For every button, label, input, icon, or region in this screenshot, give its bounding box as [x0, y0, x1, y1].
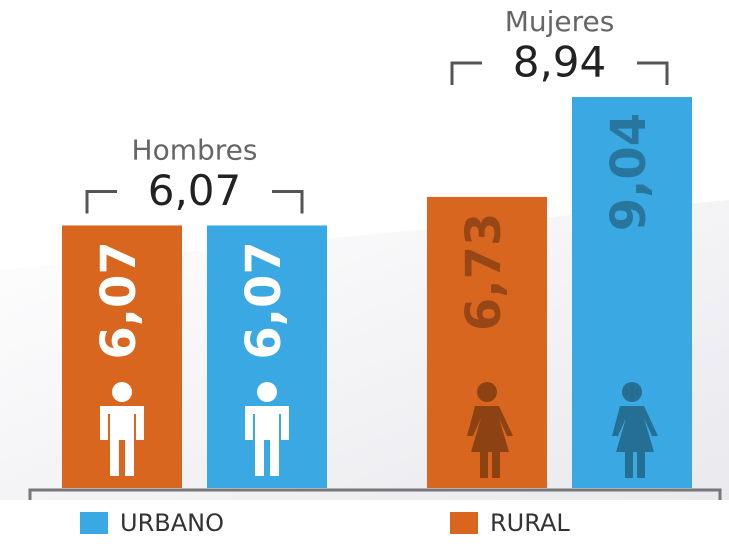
person-icon — [612, 382, 658, 478]
group-bracket — [450, 61, 669, 85]
baseline — [28, 488, 722, 500]
bar — [62, 225, 182, 488]
group-bracket — [85, 189, 304, 214]
bar — [572, 97, 692, 488]
bar-value-label: 9,04 — [601, 113, 657, 231]
legend-label: URBANO — [120, 509, 224, 537]
person-icon — [245, 382, 289, 476]
bar-value-label: 6,07 — [236, 241, 292, 359]
group-label: Hombres — [132, 133, 258, 166]
bar-value-label: 6,73 — [456, 213, 512, 331]
legend-swatch — [450, 512, 478, 534]
group-label: Mujeres — [505, 5, 615, 38]
legend-label: RURAL — [490, 509, 570, 537]
group-total: 8,94 — [513, 38, 607, 87]
person-icon — [467, 382, 513, 478]
bar — [427, 196, 547, 489]
person-icon — [100, 382, 144, 476]
bar-value-label: 6,07 — [91, 241, 147, 359]
bar — [207, 225, 327, 488]
legend-swatch — [80, 512, 108, 534]
group-total: 6,07 — [148, 166, 242, 215]
